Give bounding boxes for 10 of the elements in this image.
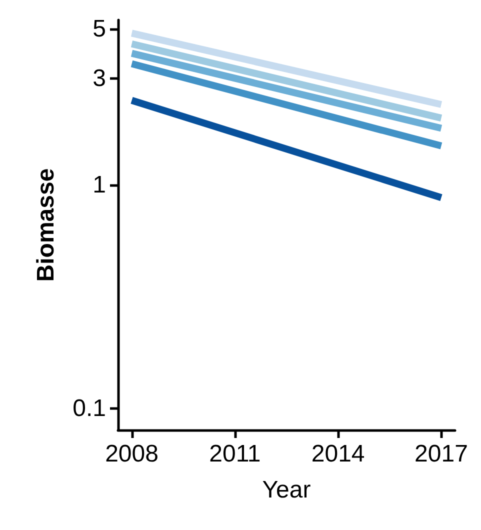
y-axis-title: Biomasse — [32, 168, 60, 282]
x-tick-label: 2011 — [209, 440, 261, 468]
x-tick-label: 2017 — [414, 440, 468, 468]
y-tick-label: 1 — [92, 172, 106, 199]
x-axis-title: Year — [262, 476, 311, 504]
y-tick-label: 3 — [92, 65, 106, 92]
x-tick-label: 2014 — [311, 440, 365, 468]
x-tick-label: 2008 — [105, 440, 158, 468]
y-tick-label: 0.1 — [72, 394, 106, 422]
y-tick-label: 5 — [92, 16, 106, 43]
